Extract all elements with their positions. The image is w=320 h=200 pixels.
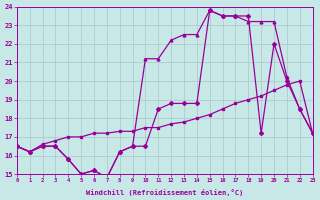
X-axis label: Windchill (Refroidissement éolien,°C): Windchill (Refroidissement éolien,°C) (86, 189, 243, 196)
